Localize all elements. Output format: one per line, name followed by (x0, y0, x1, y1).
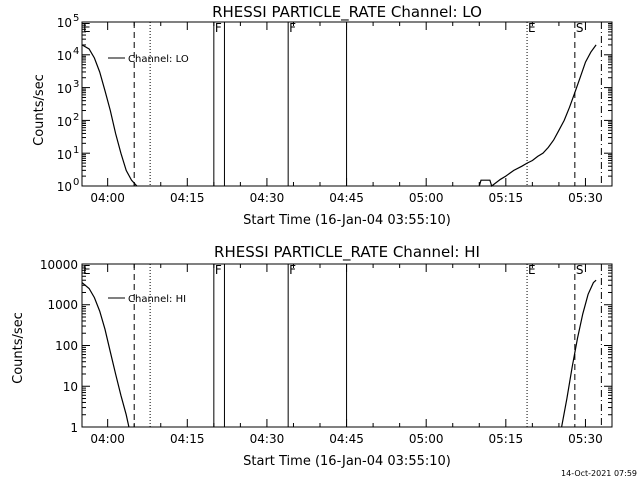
x-tick-label: 05:30 (568, 191, 603, 205)
y-tick-label: 10 (57, 16, 72, 30)
x-tick-label: 04:45 (329, 432, 364, 446)
marker-letter: F (289, 263, 296, 277)
panel-hi: RHESSI PARTICLE_RATE Channel: HI Start T… (11, 243, 613, 469)
y-tick-label: 10 (57, 115, 72, 129)
x-tick-label: 04:00 (90, 432, 125, 446)
y-axis-label-hi: Counts/sec (11, 312, 26, 384)
y-tick-label: 10 (57, 180, 72, 194)
marker-letter: E (528, 21, 536, 35)
marker-letter: E (83, 21, 91, 35)
marker-letter: E (528, 263, 536, 277)
x-tick-label: 04:45 (329, 191, 364, 205)
x-tick-label: 05:00 (409, 432, 444, 446)
x-axis-label-lo: Start Time (16-Jan-04 03:55:10) (243, 213, 451, 228)
marker-letter: F (289, 21, 296, 35)
series-line (561, 279, 597, 428)
marker-letter: E (83, 263, 91, 277)
y-tick-label: 1 (70, 421, 78, 435)
x-tick-label: 04:00 (90, 191, 125, 205)
y-tick-label: 10 (57, 49, 72, 63)
x-tick-label: 04:15 (170, 432, 205, 446)
marker-letter: F (215, 21, 222, 35)
series-line (81, 44, 138, 187)
y-tick-exponent: 5 (73, 13, 79, 24)
x-tick-label: 04:30 (250, 191, 285, 205)
panel-lo: RHESSI PARTICLE_RATE Channel: LO Start T… (32, 3, 613, 228)
y-tick-label: 10 (57, 82, 72, 96)
y-tick-exponent: 3 (73, 79, 79, 90)
x-tick-label: 04:15 (170, 191, 205, 205)
marker-letter: S (576, 21, 584, 35)
x-tick-label: 05:30 (568, 432, 603, 446)
chart-title-hi: RHESSI PARTICLE_RATE Channel: HI (214, 243, 480, 262)
y-tick-exponent: 4 (73, 46, 79, 57)
y-tick-label: 10 (63, 380, 78, 394)
marker-letter: S (576, 263, 584, 277)
y-tick-label: 100 (55, 339, 78, 353)
chart-title-lo: RHESSI PARTICLE_RATE Channel: LO (212, 3, 482, 22)
x-tick-label: 05:15 (489, 191, 524, 205)
timestamp: 14-Oct-2021 07:59 (561, 469, 637, 478)
x-axis-label-hi: Start Time (16-Jan-04 03:55:10) (243, 454, 451, 469)
y-tick-exponent: 2 (73, 112, 79, 123)
y-tick-exponent: 0 (73, 177, 79, 188)
y-tick-label: 1000 (47, 298, 78, 312)
y-tick-label: 10000 (40, 258, 78, 272)
legend-label-hi: Channel: HI (128, 294, 186, 305)
x-tick-label: 05:15 (489, 432, 524, 446)
y-tick-label: 10 (57, 148, 72, 162)
x-tick-label: 05:00 (409, 191, 444, 205)
y-tick-exponent: 1 (73, 145, 79, 156)
marker-letter: F (215, 263, 222, 277)
series-line (81, 282, 130, 428)
series-line (478, 44, 597, 187)
x-tick-label: 04:30 (250, 432, 285, 446)
y-axis-label-lo: Counts/sec (32, 74, 47, 146)
legend-label-lo: Channel: LO (128, 54, 189, 65)
